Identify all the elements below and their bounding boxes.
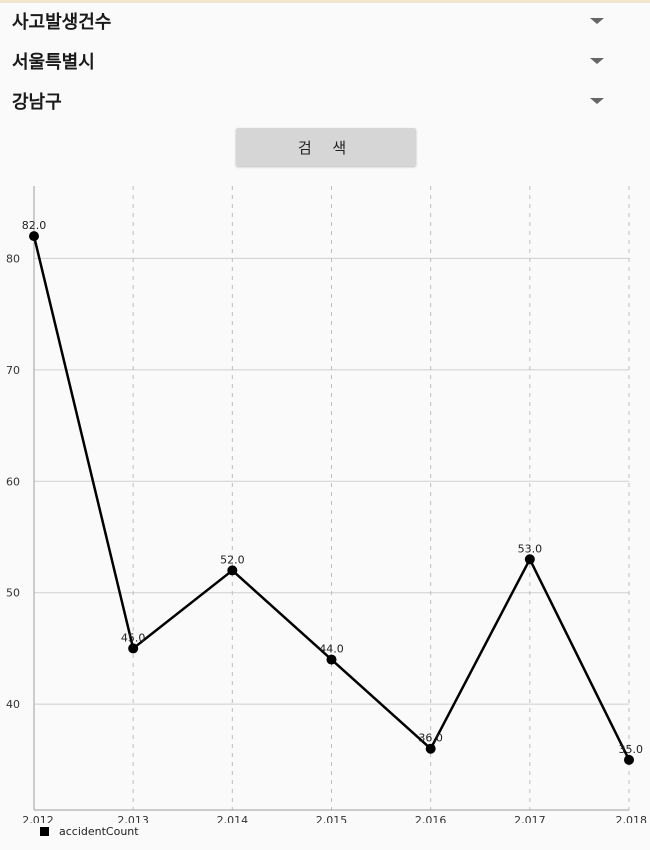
city-dropdown-value: 서울특별시 xyxy=(12,52,95,73)
x-tick-label: 2,013 xyxy=(117,814,149,823)
chart-legend: accidentCount xyxy=(40,825,139,838)
data-label: 53.0 xyxy=(518,542,543,555)
legend-swatch xyxy=(40,827,49,836)
y-tick-label: 60 xyxy=(6,475,20,488)
top-accent-line xyxy=(0,0,650,3)
line-chart: 40 50 60 70 80 2,012 2,013 2,014 2,015 2,016 2,017… xyxy=(6,186,648,823)
chevron-down-icon xyxy=(590,18,604,24)
district-dropdown-value: 강남구 xyxy=(12,92,62,113)
y-tick-label: 80 xyxy=(6,252,20,265)
data-label: 82.0 xyxy=(22,219,47,232)
chevron-down-icon xyxy=(590,98,604,104)
data-label: 45.0 xyxy=(121,631,146,644)
city-dropdown[interactable]: 서울특별시 xyxy=(0,42,620,80)
y-tick-label: 40 xyxy=(6,698,20,711)
data-point xyxy=(524,554,535,565)
x-tick-label: 2,016 xyxy=(415,814,447,823)
category-dropdown[interactable]: 사고발생건수 xyxy=(0,2,620,40)
category-dropdown-value: 사고발생건수 xyxy=(12,12,112,33)
data-point xyxy=(128,643,139,654)
y-tick-label: 50 xyxy=(6,587,20,600)
x-tick-label: 2,018 xyxy=(616,814,648,823)
x-tick-label: 2,017 xyxy=(514,814,546,823)
y-tick-label: 70 xyxy=(6,364,20,377)
x-tick-label: 2,012 xyxy=(22,814,54,823)
data-point xyxy=(425,743,436,754)
district-dropdown[interactable]: 강남구 xyxy=(0,82,620,120)
data-point xyxy=(227,565,238,576)
chevron-down-icon xyxy=(590,58,604,64)
legend-label: accidentCount xyxy=(59,825,139,838)
x-tick-label: 2,015 xyxy=(316,814,348,823)
data-point xyxy=(326,654,337,665)
data-label: 52.0 xyxy=(220,553,245,566)
x-tick-label: 2,014 xyxy=(217,814,249,823)
data-point xyxy=(29,231,39,242)
data-label: 44.0 xyxy=(319,643,344,656)
data-label: 35.0 xyxy=(619,743,644,756)
search-button[interactable]: 검 색 xyxy=(236,128,416,166)
data-point xyxy=(624,754,634,765)
data-label: 36.0 xyxy=(418,732,443,745)
